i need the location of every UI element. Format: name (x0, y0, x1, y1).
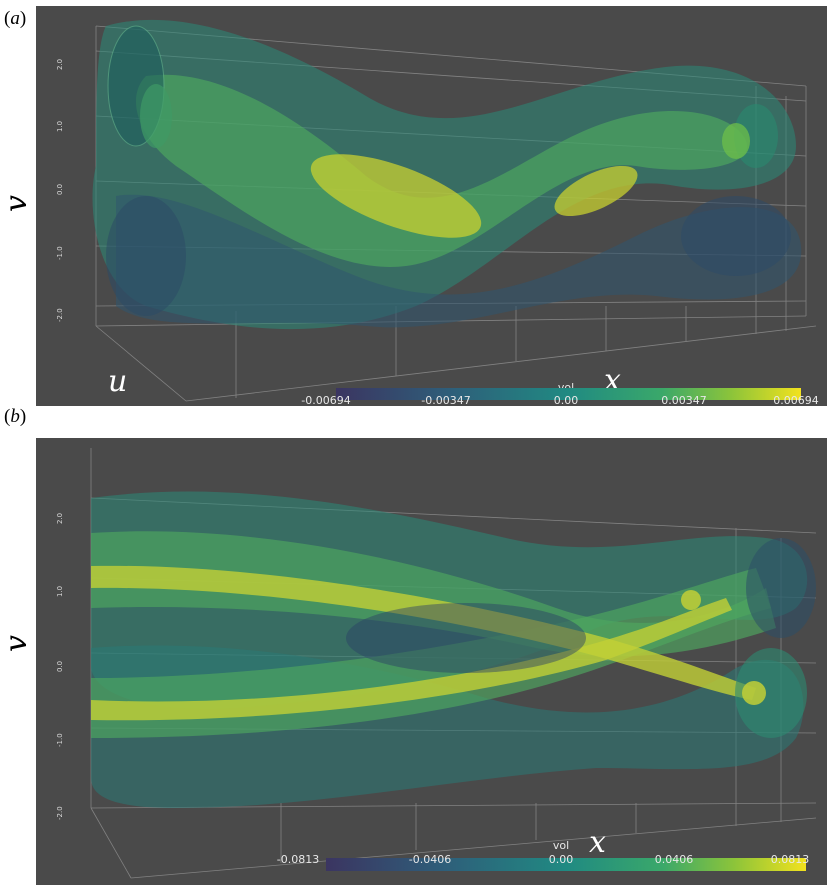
u-axis-symbol: u (108, 364, 127, 399)
panel-a-isosurfaces (92, 19, 802, 330)
tick-label: -1.0 (56, 246, 64, 260)
colorbar-tick: -0.0813 (277, 853, 319, 866)
panel-a-scene: 2.0 1.0 0.0 -1.0 -2.0 u x vol -0.00694 -… (56, 19, 819, 406)
tick-label: -2.0 (56, 806, 64, 820)
tick-label: 2.0 (56, 59, 64, 70)
panel-b-render[interactable]: 2.0 1.0 0.0 -1.0 -2.0 x vol -0.0813 -0.0… (36, 438, 827, 885)
colorbar-tick: -0.00694 (301, 394, 350, 406)
panel-b-label: (b) (4, 406, 27, 427)
panel-b-scene: 2.0 1.0 0.0 -1.0 -2.0 x vol -0.0813 -0.0… (56, 448, 817, 879)
tick-label: 1.0 (56, 586, 64, 597)
x-axis-symbol-b: x (589, 825, 606, 860)
tick-label: 1.0 (56, 121, 64, 132)
panel-b-v-ticks: 2.0 1.0 0.0 -1.0 -2.0 (56, 513, 64, 820)
panel-a-v-ticks: 2.0 1.0 0.0 -1.0 -2.0 (56, 59, 64, 322)
tick-label: 0.0 (56, 661, 64, 672)
panel-a-colorbar: vol -0.00694 -0.00347 0.00 0.00347 0.006… (301, 381, 818, 406)
colorbar-tick: 0.00694 (773, 394, 819, 406)
v-symbol-b: v (0, 635, 34, 652)
v-symbol-a: v (0, 195, 34, 212)
panel-a-render[interactable]: 2.0 1.0 0.0 -1.0 -2.0 u x vol -0.00694 -… (36, 6, 827, 406)
tick-label: -2.0 (56, 308, 64, 322)
tick-label: -1.0 (56, 733, 64, 747)
panel-b-colorbar: vol -0.0813 -0.0406 0.00 0.0406 0.0813 (277, 839, 809, 871)
panel-a-label: (a) (4, 8, 27, 29)
panel-b-isosurfaces (91, 491, 816, 808)
colorbar-title: vol (553, 839, 569, 852)
colorbar-tick: -0.00347 (421, 394, 470, 406)
colorbar-tick: 0.00347 (661, 394, 707, 406)
colorbar-tick: 0.0406 (655, 853, 694, 866)
v-axis-symbols: v v (0, 195, 34, 652)
colorbar-tick: 0.00 (549, 853, 574, 866)
colorbar-tick: -0.0406 (409, 853, 451, 866)
colorbar-tick: 0.00 (554, 394, 579, 406)
tick-label: 0.0 (56, 184, 64, 195)
colorbar-tick: 0.0813 (771, 853, 810, 866)
tick-label: 2.0 (56, 513, 64, 524)
